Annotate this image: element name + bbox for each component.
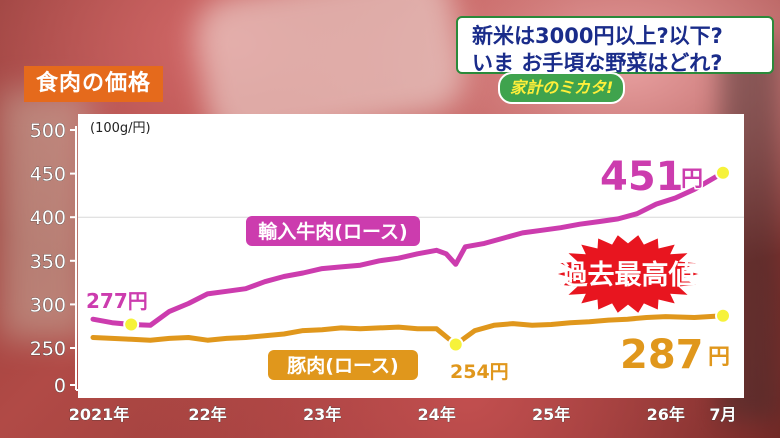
- x-tick-label: 22年: [188, 405, 226, 424]
- beef-start-point: [123, 316, 140, 333]
- y-tick-label: 350: [30, 251, 66, 273]
- y-tick-label: 500: [30, 120, 66, 142]
- x-tick-label: 7月: [709, 405, 736, 424]
- x-tick-label: 26年: [647, 405, 685, 424]
- headline-line2-b: お手頃な野菜はどれ?: [521, 51, 723, 75]
- headline-line2: いま お手頃な野菜はどれ?: [472, 47, 723, 77]
- pork-end-unit: 円: [708, 345, 730, 370]
- chart-title: 食肉の価格: [24, 66, 164, 102]
- x-tick-label: 2021年: [69, 405, 130, 424]
- x-tick-label: 24年: [417, 405, 455, 424]
- axis-break-symbol: ≈: [82, 356, 97, 377]
- record-high-starburst: [550, 232, 706, 316]
- y-tick-label: 400: [30, 207, 66, 229]
- beef-end-unit: 円: [681, 167, 703, 192]
- beef-start-value-label: 277円: [86, 289, 148, 313]
- headline-line2-a: いま: [472, 51, 522, 75]
- pork-series-label: 豚肉(ロース): [287, 354, 398, 377]
- beef-end-value: 451: [600, 154, 684, 200]
- beef-series-label: 輸入牛肉(ロース): [258, 220, 407, 243]
- pork-series-label-bg: [268, 350, 418, 380]
- beef-series-label-bg: [246, 216, 420, 246]
- beef-price-line: [90, 170, 726, 328]
- pork-price-line: [90, 313, 726, 347]
- pork-low-value-label: 254円: [450, 361, 509, 383]
- headline-line1: 新米は3000円以上?以下?: [472, 24, 723, 48]
- program-logo: 家計のミカタ!: [498, 72, 626, 104]
- beef-end-point: [715, 164, 731, 181]
- pork-end-value: 287: [620, 332, 704, 378]
- unit-label: (100g/円): [90, 121, 151, 136]
- pork-low-point: [447, 336, 464, 353]
- x-tick-label: 25年: [532, 405, 570, 424]
- y-tick-label: 300: [30, 294, 66, 316]
- x-tick-label: 23年: [303, 405, 341, 424]
- y-tick-label: 450: [30, 164, 66, 186]
- y-tick-label: 0: [54, 375, 66, 397]
- pork-end-point: [715, 307, 731, 324]
- y-tick-label: 250: [30, 338, 66, 360]
- record-high-label: 過去最高値: [561, 259, 696, 291]
